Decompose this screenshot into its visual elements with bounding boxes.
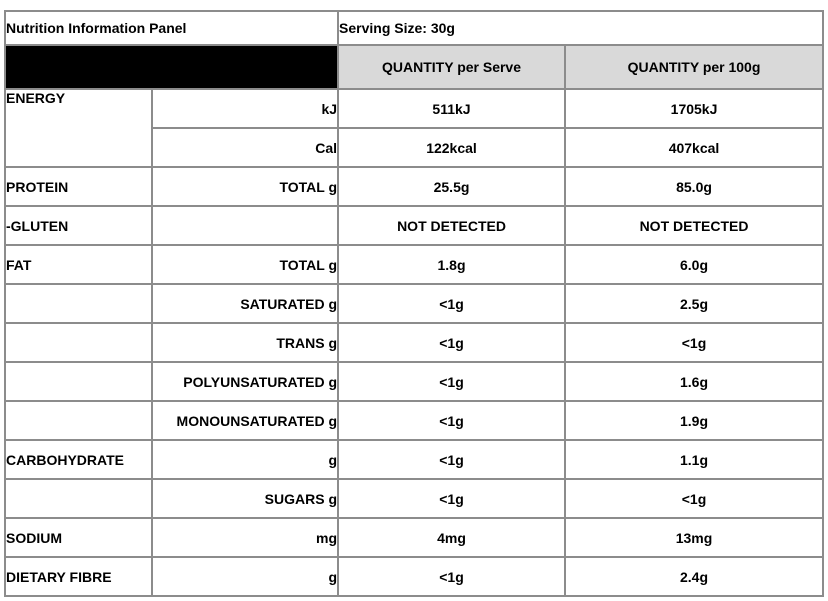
black-header-band [3, 44, 340, 90]
serving-size: Serving Size: 30g [337, 10, 825, 46]
value-per-serve: <1g [337, 283, 567, 324]
row-unit: TRANS g [150, 322, 340, 363]
value-per-100g: 2.5g [564, 283, 825, 324]
table-row: -GLUTEN NOT DETECTED NOT DETECTED [4, 205, 825, 246]
value-per-100g: 407kcal [564, 127, 825, 168]
table-row: FAT TOTAL g 1.8g 6.0g [4, 244, 825, 285]
row-label: DIETARY FIBRE [4, 556, 153, 597]
value-per-serve: 25.5g [337, 166, 567, 207]
row-unit: g [150, 556, 340, 597]
row-unit: mg [150, 517, 340, 558]
table-row: Nutrition Information Panel Serving Size… [3, 10, 825, 46]
table-row: POLYUNSATURATED g <1g 1.6g [4, 361, 825, 402]
row-label [4, 478, 153, 519]
row-unit: Cal [150, 127, 340, 168]
row-unit: SATURATED g [150, 283, 340, 324]
value-per-serve: 511kJ [337, 88, 567, 129]
table-row: DIETARY FIBRE g <1g 2.4g [4, 556, 825, 597]
nutrition-information-table: Nutrition Information Panel Serving Size… [3, 10, 825, 597]
value-per-serve: <1g [337, 439, 567, 480]
row-unit: SUGARS g [150, 478, 340, 519]
table-row: PROTEIN TOTAL g 25.5g 85.0g [4, 166, 825, 207]
panel-title: Nutrition Information Panel [3, 10, 340, 46]
value-per-serve: <1g [337, 556, 567, 597]
row-label: FAT [4, 244, 153, 285]
value-per-100g: <1g [564, 478, 825, 519]
value-per-serve: 122kcal [337, 127, 567, 168]
value-per-serve: 4mg [337, 517, 567, 558]
row-label: CARBOHYDRATE [4, 439, 153, 480]
value-per-serve: <1g [337, 478, 567, 519]
value-per-serve: <1g [337, 322, 567, 363]
row-unit: TOTAL g [150, 244, 340, 285]
row-label [4, 283, 153, 324]
row-unit: MONOUNSATURATED g [150, 400, 340, 441]
value-per-serve: NOT DETECTED [337, 205, 567, 246]
column-header-per-serve: QUANTITY per Serve [337, 44, 567, 90]
value-per-100g: 6.0g [564, 244, 825, 285]
row-unit: kJ [150, 88, 340, 129]
value-per-serve: 1.8g [337, 244, 567, 285]
value-per-100g: 1.1g [564, 439, 825, 480]
row-unit [150, 205, 340, 246]
table-row: SATURATED g <1g 2.5g [4, 283, 825, 324]
table-row: CARBOHYDRATE g <1g 1.1g [4, 439, 825, 480]
value-per-100g: 1.6g [564, 361, 825, 402]
column-header-per-100g: QUANTITY per 100g [564, 44, 825, 90]
value-per-100g: <1g [564, 322, 825, 363]
row-label: PROTEIN [4, 166, 153, 207]
row-label: SODIUM [4, 517, 153, 558]
table-row: ENERGY kJ 511kJ 1705kJ [4, 88, 825, 168]
value-per-serve: <1g [337, 400, 567, 441]
value-per-100g: 1.9g [564, 400, 825, 441]
value-per-100g: 1705kJ [564, 88, 825, 129]
row-label [4, 361, 153, 402]
table-row: Cal 122kcal 407kcal [5, 127, 825, 168]
value-per-100g: 2.4g [564, 556, 825, 597]
table-row: MONOUNSATURATED g <1g 1.9g [4, 400, 825, 441]
row-unit: g [150, 439, 340, 480]
row-label: ENERGY [4, 88, 153, 168]
table-header-row: QUANTITY per Serve QUANTITY per 100g [3, 44, 825, 90]
row-unit: POLYUNSATURATED g [150, 361, 340, 402]
table-row: SUGARS g <1g <1g [4, 478, 825, 519]
value-per-100g: 13mg [564, 517, 825, 558]
table-row: SODIUM mg 4mg 13mg [4, 517, 825, 558]
table-row: TRANS g <1g <1g [4, 322, 825, 363]
value-per-100g: NOT DETECTED [564, 205, 825, 246]
row-label [4, 400, 153, 441]
row-label [4, 322, 153, 363]
value-per-100g: 85.0g [564, 166, 825, 207]
value-per-serve: <1g [337, 361, 567, 402]
row-label: -GLUTEN [4, 205, 153, 246]
row-unit: TOTAL g [150, 166, 340, 207]
